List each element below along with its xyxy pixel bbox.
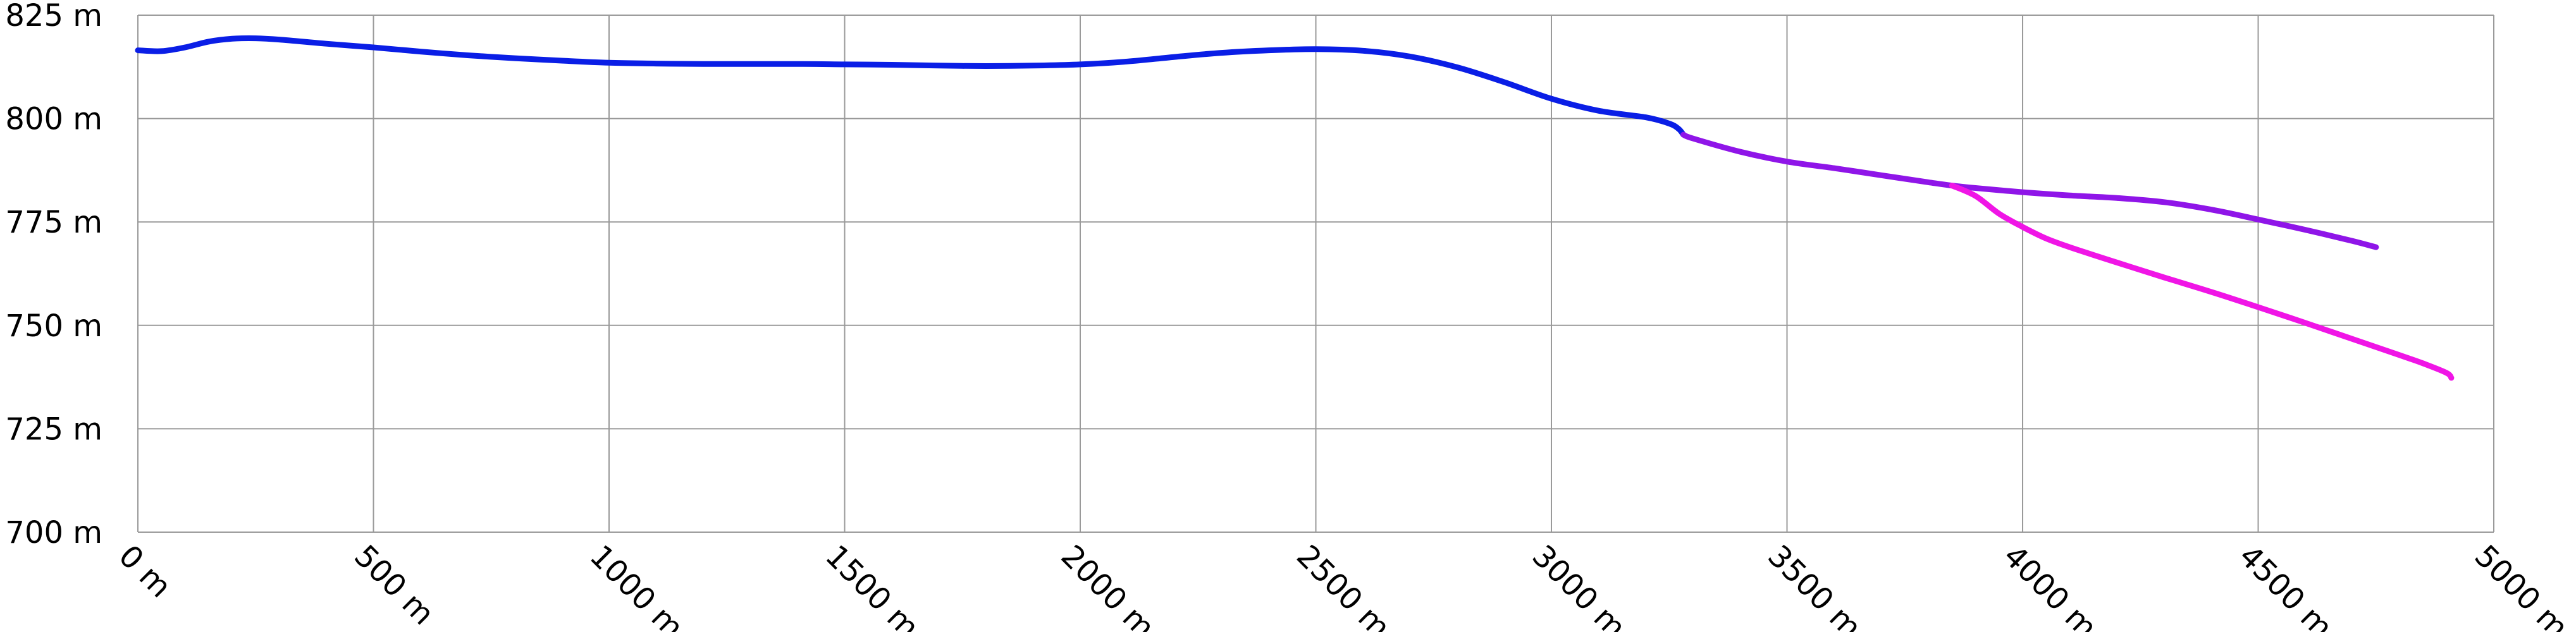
y-tick-label: 725 m <box>5 411 102 447</box>
x-tick-label: 4500 m <box>2232 538 2339 632</box>
y-tick-label: 825 m <box>5 0 102 33</box>
series-line-2 <box>1680 131 2379 250</box>
x-tick-label: 2000 m <box>1054 538 1162 632</box>
y-tick-label: 700 m <box>5 515 102 550</box>
y-tick-label: 750 m <box>5 308 102 344</box>
x-tick-label: 3000 m <box>1525 538 1633 632</box>
x-tick-label: 4000 m <box>1997 538 2104 632</box>
horizontal-gridlines <box>138 15 2494 533</box>
x-tick-label: 2500 m <box>1290 538 1397 632</box>
y-tick-label: 775 m <box>5 205 102 240</box>
x-tick-label: 1500 m <box>818 538 926 632</box>
x-tick-label: 5000 m <box>2468 538 2575 632</box>
x-tick-label: 500 m <box>347 538 441 632</box>
x-tick-label: 1000 m <box>583 538 691 632</box>
x-tick-label: 0 m <box>112 538 178 605</box>
y-tick-label: 800 m <box>5 102 102 137</box>
series-line-3 <box>1949 183 2455 381</box>
vertical-gridlines <box>137 15 2494 532</box>
series-line-1 <box>135 35 1687 138</box>
y-axis-tick-labels: 825 m 800 m 775 m 750 m 725 m 700 m <box>5 0 102 550</box>
series-lines <box>135 35 2455 381</box>
x-axis-tick-labels: 0 m 500 m 1000 m 1500 m 2000 m 2500 m 3000 m 35… <box>112 538 2575 632</box>
x-tick-label: 3500 m <box>1761 538 1868 632</box>
